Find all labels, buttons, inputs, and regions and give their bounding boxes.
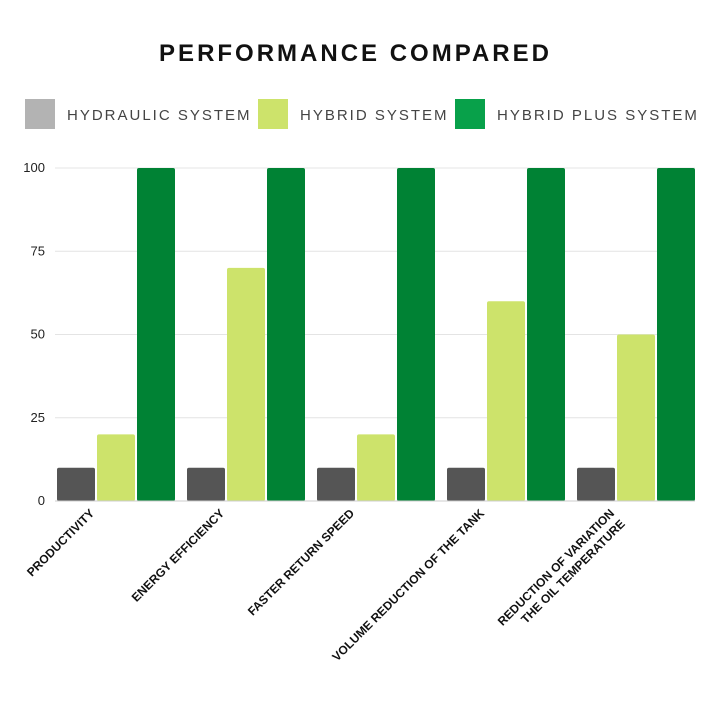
y-tick-label-2: 50 (31, 327, 45, 342)
legend: HYDRAULIC SYSTEM HYBRID SYSTEM HYBRID PL… (0, 99, 711, 131)
bar-2-2 (397, 168, 435, 501)
bar-3-2 (527, 168, 565, 501)
bar-3-0 (447, 467, 485, 501)
legend-swatch-hybrid (258, 99, 288, 129)
bar-1-2 (267, 168, 305, 501)
x-tick-label-3: VOLUME REDUCTION OF THE TANK (329, 506, 487, 664)
bar-2-0 (317, 467, 355, 501)
bar-2-1 (357, 434, 395, 501)
legend-label-hybrid-plus: HYBRID PLUS SYSTEM (497, 107, 699, 124)
chart-title: PERFORMANCE COMPARED (159, 40, 552, 67)
legend-label-hydraulic: HYDRAULIC SYSTEM (67, 107, 252, 124)
legend-swatch-hybrid-plus (455, 99, 485, 129)
bar-0-1 (97, 434, 135, 501)
legend-swatch-hydraulic (25, 99, 55, 129)
bar-1-1 (227, 267, 265, 501)
y-tick-label-3: 75 (31, 243, 45, 258)
bar-0-2 (137, 168, 175, 501)
x-tick-label-0: PRODUCTIVITY (24, 506, 97, 579)
legend-label-hybrid: HYBRID SYSTEM (300, 107, 449, 124)
bar-0-0 (57, 467, 95, 501)
bar-4-0 (577, 467, 615, 501)
x-tick-label-1: ENERGY EFFICIENCY (129, 506, 227, 604)
bar-1-0 (187, 467, 225, 501)
x-tick-label-2: FASTER RETURN SPEED (245, 506, 357, 618)
bar-3-1 (487, 301, 525, 501)
bar-4-1 (617, 334, 655, 501)
y-tick-label-0: 0 (38, 493, 45, 508)
x-tick-label-4: REDUCTION OF VARIATIONTHE OIL TEMPERATUR… (495, 506, 628, 639)
bar-4-2 (657, 168, 695, 501)
y-tick-label-4: 100 (23, 160, 45, 175)
y-tick-label-1: 25 (31, 410, 45, 425)
